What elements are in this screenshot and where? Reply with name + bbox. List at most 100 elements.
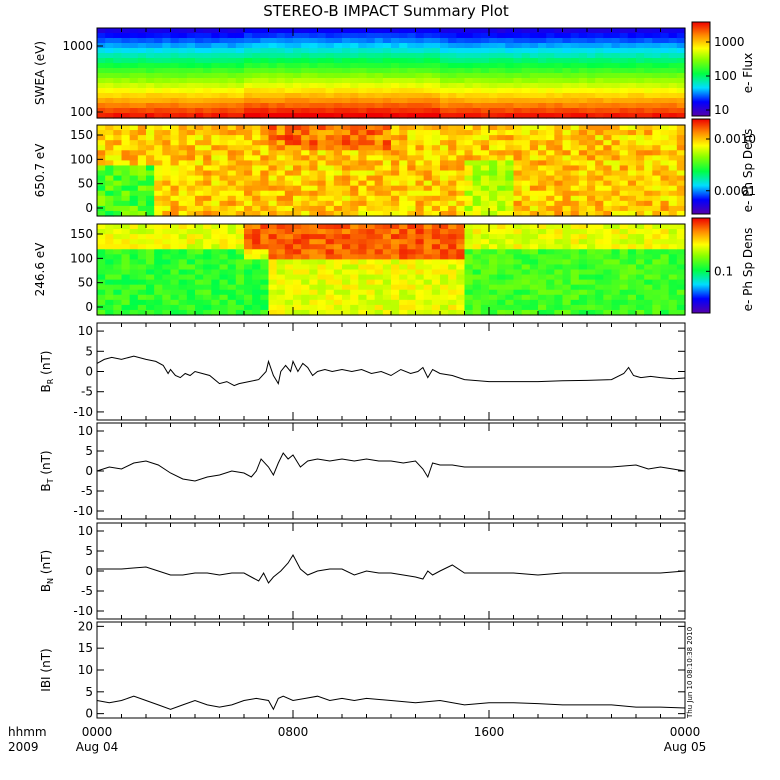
swea-cell	[333, 43, 343, 49]
pad246-cell	[350, 249, 359, 255]
pad246-cell	[121, 244, 131, 250]
swea-cell	[440, 93, 449, 99]
pad650-cell	[472, 140, 482, 146]
pad246-cell	[203, 269, 212, 276]
swea-cell	[186, 68, 196, 74]
pad246-cell	[578, 274, 588, 281]
pad650-cell	[244, 155, 253, 161]
swea-cell	[652, 78, 662, 84]
pad246-cell	[293, 274, 302, 281]
pad246-cell	[350, 304, 359, 311]
pad246-cell	[333, 259, 343, 266]
swea-cell	[244, 83, 253, 89]
pad246-cell	[513, 304, 523, 311]
pad246-cell	[186, 224, 196, 230]
swea-cell	[497, 58, 506, 64]
swea-cell	[244, 48, 253, 54]
pad650-cell	[227, 145, 237, 151]
pad246-cell	[129, 294, 139, 301]
pad650-cell	[366, 205, 376, 212]
pad650-cell	[195, 195, 204, 202]
pad246-cell	[513, 294, 523, 301]
pad650-cell	[448, 170, 457, 177]
pad246-cell	[260, 294, 270, 301]
pad246-cell	[293, 284, 302, 291]
pad650-cell	[382, 125, 392, 131]
pad650-cell	[538, 165, 547, 172]
pad246-cell	[538, 239, 547, 245]
swea-cell	[268, 108, 278, 114]
pad650-cell	[407, 200, 417, 207]
pad246-cell	[431, 279, 441, 286]
swea-cell	[170, 103, 180, 109]
pad246-cell	[97, 254, 106, 260]
pad246-cell	[211, 274, 221, 281]
swea-cell	[276, 113, 286, 119]
pad246-cell	[399, 299, 408, 306]
pad650-cell	[497, 170, 506, 177]
pad246-cell	[407, 309, 417, 316]
pad246-cell	[464, 289, 474, 296]
swea-cell	[399, 48, 408, 54]
pad246-cell	[309, 294, 319, 301]
pad246-cell	[668, 259, 678, 266]
pad650-cell	[676, 175, 686, 182]
pad246-cell	[154, 289, 163, 296]
pad650-cell	[595, 125, 604, 131]
pad650-cell	[676, 135, 686, 141]
pad650-cell	[252, 130, 261, 136]
swea-cell	[611, 28, 621, 34]
pad650-cell	[374, 195, 384, 202]
pad650-cell	[538, 135, 547, 141]
pad246-cell	[448, 229, 457, 235]
pad246-cell	[391, 309, 400, 316]
swea-cell	[391, 53, 400, 59]
pad650-cell	[587, 175, 596, 182]
swea-cell	[562, 43, 572, 49]
pad246-cell	[252, 239, 261, 245]
pad650-cell	[391, 200, 400, 207]
pad246-cell	[423, 229, 433, 235]
pad650-cell	[415, 165, 425, 172]
swea-cell	[178, 93, 188, 99]
pad246-cell	[325, 274, 335, 281]
pad246-cell	[203, 234, 212, 240]
swea-cell	[211, 28, 221, 34]
pad246-cell	[448, 274, 457, 281]
pad650-cell	[391, 165, 400, 172]
pad246-cell	[480, 249, 490, 255]
pad650-cell	[105, 180, 114, 187]
swea-cell	[456, 83, 466, 89]
bmag-ytick-label: 5	[85, 685, 93, 699]
pad650-cell	[676, 190, 686, 197]
swea-cell	[644, 28, 653, 34]
pad246-cell	[276, 224, 286, 230]
swea-cell	[456, 28, 466, 34]
swea-cell	[137, 53, 147, 59]
pad650-cell	[538, 190, 547, 197]
swea-cell	[636, 58, 645, 64]
pad650-cell	[358, 125, 368, 131]
swea-cell	[358, 73, 368, 79]
swea-cell	[178, 113, 188, 119]
pad650-cell	[317, 150, 327, 156]
pad246-cell	[497, 224, 506, 230]
pad246-cell	[284, 234, 294, 240]
pad246-cell	[358, 274, 368, 281]
pad246-cell	[546, 264, 555, 271]
swea-cell	[652, 68, 662, 74]
pad246-cell	[260, 299, 270, 306]
pad246-cell	[546, 234, 555, 240]
pad246-cell	[660, 264, 670, 271]
pad650-cell	[284, 130, 294, 136]
pad246-cell	[260, 309, 270, 316]
swea-cell	[505, 43, 515, 49]
pad246-cell	[489, 309, 498, 316]
pad246-cell	[489, 294, 498, 301]
pad650-cell	[382, 150, 392, 156]
swea-cell	[513, 103, 523, 109]
pad650-cell	[203, 155, 212, 161]
swea-cell	[317, 48, 327, 54]
pad650-cell	[154, 125, 163, 131]
pad650-cell	[227, 200, 237, 207]
